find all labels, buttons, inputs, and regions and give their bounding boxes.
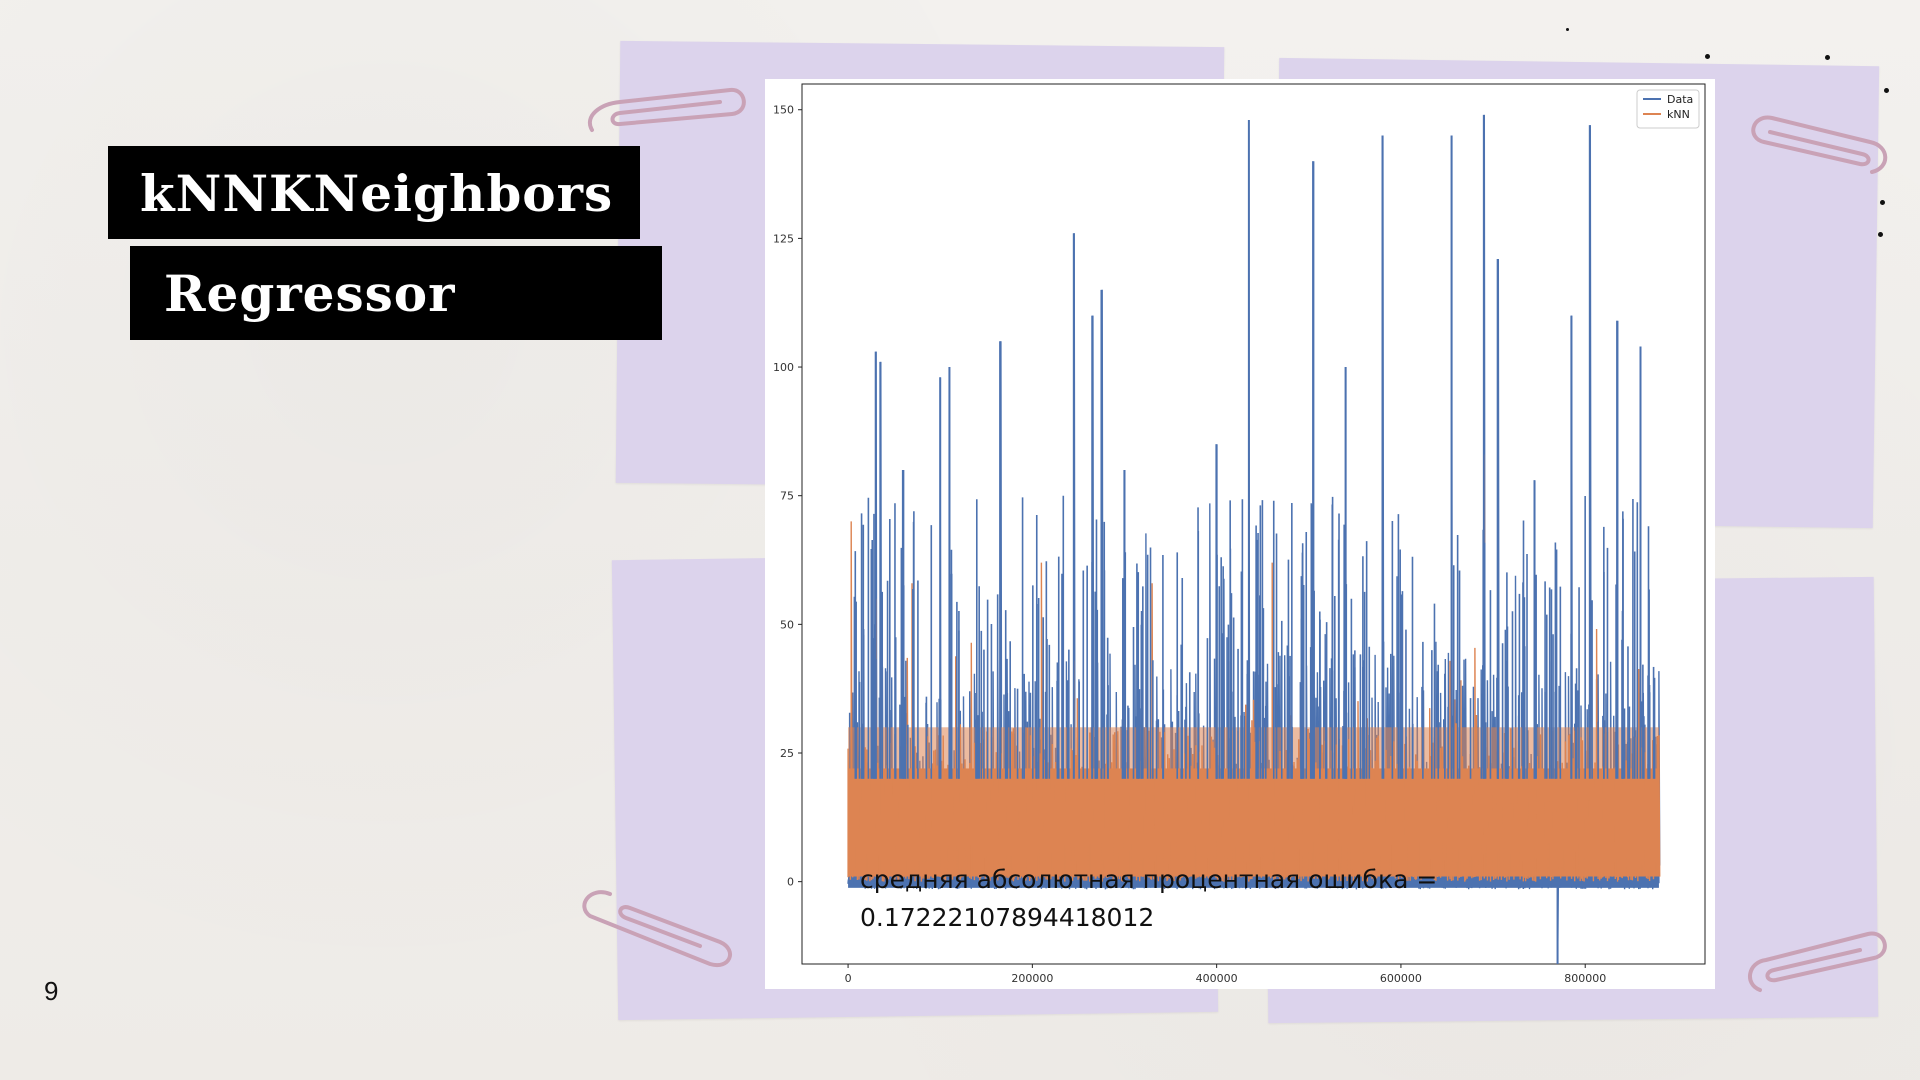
- series-knn-line: [847, 454, 1661, 882]
- decorative-dot: [1566, 28, 1569, 31]
- chart-card: 0 25 50 75 100 125 150 0 200000 400000 600000 80000…: [765, 79, 1715, 989]
- slide-title-line2-box: Regressor: [130, 246, 662, 340]
- error-metric-text: средняя абсолютная процентная ошибка = 0…: [860, 861, 1580, 937]
- y-tick-label: 150: [773, 104, 794, 117]
- error-metric-label: средняя абсолютная процентная ошибка =: [860, 865, 1438, 894]
- legend-label: kNN: [1667, 108, 1690, 121]
- x-tick-label: 800000: [1564, 972, 1606, 985]
- decorative-dot: [1878, 232, 1883, 237]
- decorative-dot: [1705, 54, 1710, 59]
- error-metric-value: 0.17222107894418012: [860, 903, 1155, 932]
- y-tick-label: 100: [773, 361, 794, 374]
- x-tick-label: 600000: [1380, 972, 1422, 985]
- slide-title-line2: Regressor: [164, 264, 456, 323]
- x-tick-label: 200000: [1011, 972, 1053, 985]
- paperclip-icon: [588, 87, 746, 132]
- paperclip-icon: [582, 890, 732, 968]
- x-tick-label: 400000: [1196, 972, 1238, 985]
- decorative-dot: [1884, 88, 1889, 93]
- paperclip-icon: [1748, 931, 1887, 992]
- paperclip-icon: [1751, 115, 1888, 174]
- decorative-dot: [1825, 55, 1830, 60]
- y-tick-label: 25: [780, 747, 794, 760]
- y-tick-label: 0: [787, 876, 794, 889]
- y-tick-label: 125: [773, 232, 794, 245]
- decorative-dot: [1880, 200, 1885, 205]
- legend-label: Data: [1667, 93, 1693, 106]
- line-chart: 0 25 50 75 100 125 150 0 200000 400000 600000 80000…: [773, 83, 1706, 985]
- slide-title-line1-box: kNNKNeighbors: [108, 146, 640, 239]
- y-tick-label: 75: [780, 490, 794, 503]
- slide-title-line1: kNNKNeighbors: [140, 164, 614, 223]
- page-number: 9: [44, 976, 59, 1006]
- y-tick-label: 50: [780, 618, 794, 631]
- x-tick-label: 0: [845, 972, 852, 985]
